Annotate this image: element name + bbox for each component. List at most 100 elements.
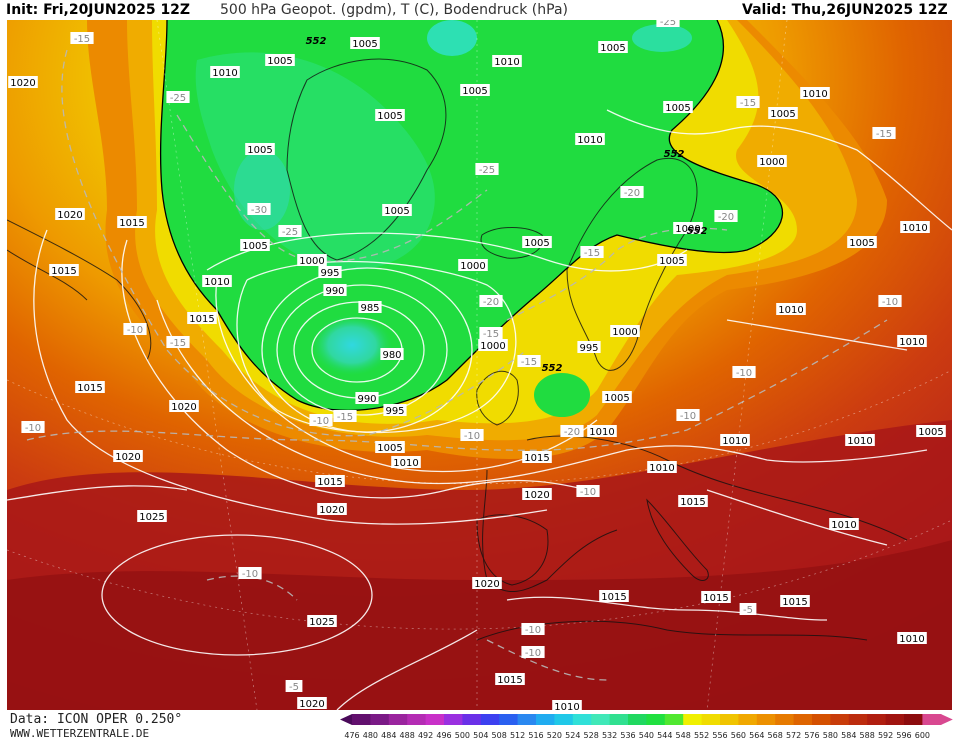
pressure-label-text: 1005 [604,393,629,404]
pressure-label-bg [472,577,502,589]
pressure-label-text: 1010 [554,702,579,710]
temperature-label: -15 [736,96,760,109]
legend-swatch [444,714,463,725]
meridian-3 [706,20,788,710]
temperature-label-bg [620,186,644,198]
temperature-label-text: -25 [479,165,495,176]
temperature-label-bg [736,96,760,108]
pressure-label-bg [391,456,421,468]
temperature-labels: -15-25-25 -15-15-25-20-20-30-25-15-20 -10-… [21,20,902,693]
legend-swatch [407,714,427,725]
pressure-label-bg [323,284,347,296]
british-isles-coast [476,370,519,426]
temperature-label-text: -15 [521,357,537,368]
pressure-label: 1020 [522,488,552,501]
pressure-label-bg [845,434,875,446]
legend-tick-label: 556 [712,731,727,740]
pressure-label-text: 1010 [899,337,924,348]
pressure-label-bg [900,221,930,233]
temperature-label-bg [460,429,484,441]
isobars [7,109,952,710]
pressure-label-bg [800,87,830,99]
legend-swatch [370,714,390,725]
pressure-label-bg [187,312,217,324]
temperature-label-bg [878,295,902,307]
isobar-1010-east [706,319,908,546]
iceland-coast [480,227,544,259]
pressure-label: 1020 [169,400,199,413]
pressure-label: 990 [323,284,347,297]
pressure-label-text: 1005 [267,56,292,67]
temperature-label-bg [517,355,541,367]
pressure-label-text: 1005 [352,39,377,50]
isobar-1025 [101,534,373,656]
pressure-labels: 1005 1005 1010 1005 1010 1005 1020 1010 1005 1005… [8,37,946,710]
chart-title: 500 hPa Geopot. (gpdm), T (C), Bodendruc… [220,2,568,18]
temperature-label: -25 [475,163,499,176]
pressure-label-text: 1025 [309,617,334,628]
temperature-label: -5 [739,603,757,616]
temperature-label-bg [656,20,680,27]
pressure-label-bg [663,101,693,113]
pressure-label-text: 1020 [299,699,324,710]
pressure-label: 1015 [187,312,217,325]
pressure-label-text: 1010 [778,305,803,316]
pressure-label-bg [297,697,327,709]
pressure-label-text: 1010 [802,89,827,100]
legend-swatch [793,714,813,725]
temperature-label-bg [333,410,357,422]
pressure-label-bg [587,425,617,437]
pressure-label-bg [245,143,275,155]
temperature-label: -10 [732,366,756,379]
temperature-label-text: -15 [584,248,600,259]
pressure-label-bg [492,55,522,67]
pressure-label: 1005 [768,107,798,120]
pressure-label-text: 1020 [10,78,35,89]
legend-tick-label: 484 [381,731,396,740]
temperature-label-bg [278,225,302,237]
legend-swatch [701,714,721,725]
pressure-label: 1010 [202,275,232,288]
pressure-label-text: 985 [360,303,379,314]
legend-tick-label: 580 [823,731,838,740]
legend-swatch [480,714,500,725]
pressure-label: 1005 [265,54,295,67]
pressure-label: 1015 [780,595,810,608]
pressure-label-text: 1020 [474,579,499,590]
legend-tick-label: 596 [896,731,911,740]
pressure-label-bg [210,66,240,78]
legend-tick-label: 528 [584,731,599,740]
pressure-label: 1005 [460,84,490,97]
legend-swatch [609,714,629,725]
legend-tick-label: 476 [344,731,359,740]
pressure-label: 1005 [657,254,687,267]
pressure-label-bg [897,632,927,644]
pressure-label-bg [495,673,525,685]
temperature-label-text: -25 [660,20,676,28]
pressure-label-text: 1005 [524,238,549,249]
pressure-label-bg [8,76,38,88]
legend-swatch [462,714,482,725]
legend-tick-label: 564 [749,731,764,740]
pressure-label-bg [355,392,379,404]
pressure-label-text: 1000 [612,327,637,338]
pressure-label-bg [916,425,946,437]
temperature-label-bg [238,567,262,579]
legend-swatch [554,714,574,725]
legend-swatch [628,714,647,725]
legend-swatch [922,714,942,725]
legend-tick-label: 552 [694,731,709,740]
pressure-label-text: 1010 [393,458,418,469]
pressure-label-text: 1010 [494,57,519,68]
temperature-label-bg [123,323,147,335]
pressure-label-bg [757,155,787,167]
pressure-label-bg [307,615,337,627]
pressure-label-text: 1015 [119,218,144,229]
website-credit: WWW.WETTERZENTRALE.DE [10,727,150,740]
pressure-label: 1015 [495,673,525,686]
pressure-label: 1015 [49,264,79,277]
pressure-label-text: 1020 [524,490,549,501]
pressure-label-bg [522,236,552,248]
temperature-label-bg [479,327,503,339]
height-label: 552 [687,226,708,237]
